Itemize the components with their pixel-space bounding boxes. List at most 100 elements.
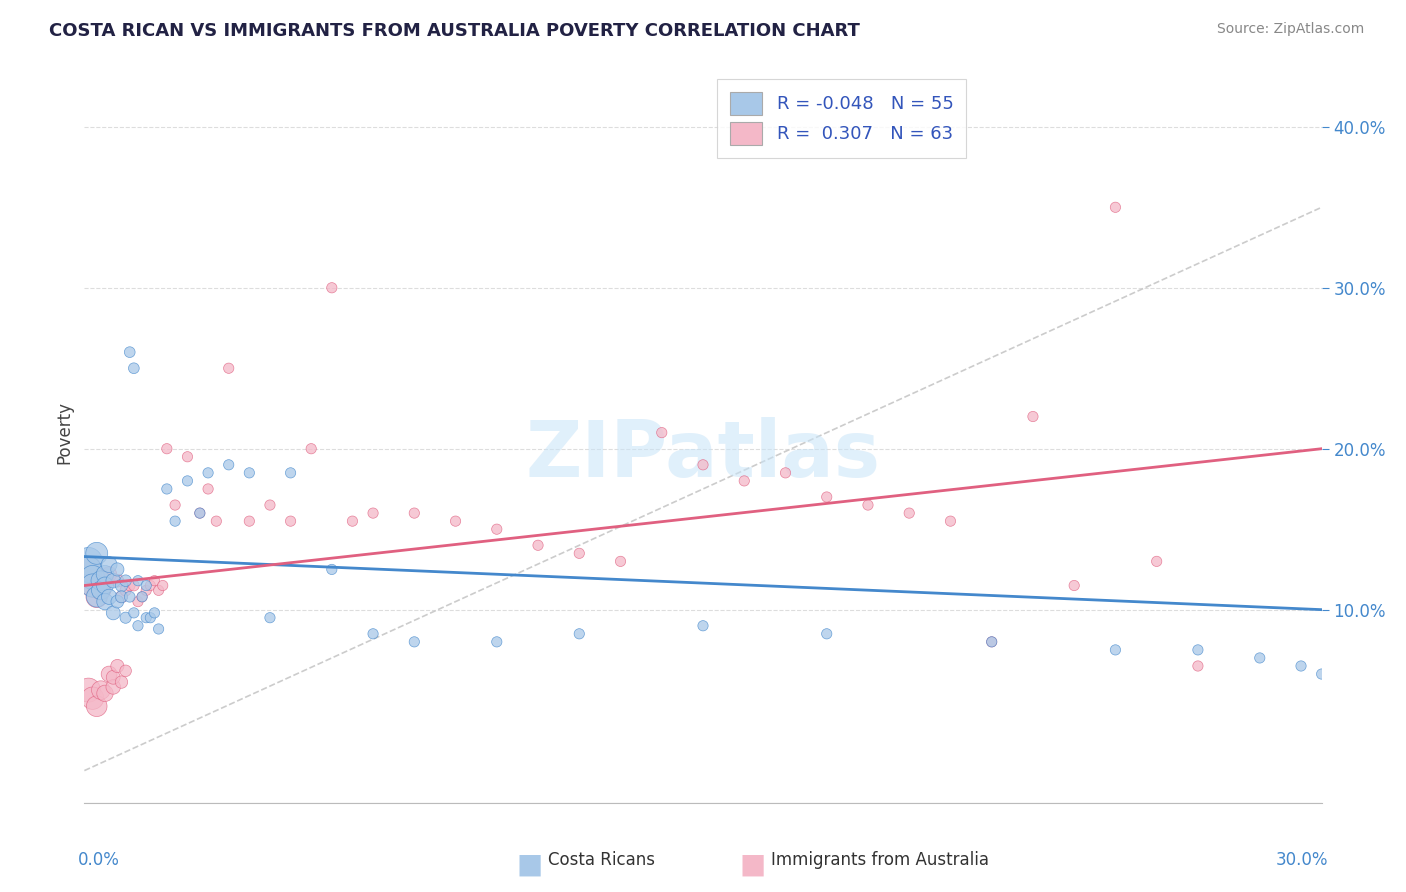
Point	[103, 574, 125, 588]
Point	[94, 686, 117, 700]
Point	[1310, 667, 1333, 681]
Point	[280, 514, 302, 528]
Text: ZIPatlas: ZIPatlas	[526, 417, 880, 493]
Point	[1289, 659, 1312, 673]
Point	[404, 506, 426, 520]
Point	[156, 442, 179, 456]
Point	[238, 514, 260, 528]
Point	[98, 558, 121, 572]
Point	[176, 474, 198, 488]
Point	[114, 610, 136, 624]
Point	[114, 664, 136, 678]
Point	[815, 490, 838, 504]
Point	[98, 590, 121, 604]
Point	[118, 345, 141, 359]
Point	[122, 606, 145, 620]
Point	[77, 562, 100, 576]
Point	[218, 361, 240, 376]
Point	[980, 635, 1002, 649]
Point	[898, 506, 921, 520]
Point	[1104, 643, 1126, 657]
Point	[165, 498, 187, 512]
Point	[114, 583, 136, 598]
Point	[815, 627, 838, 641]
Point	[118, 578, 141, 592]
Point	[77, 562, 100, 576]
Point	[1146, 554, 1168, 568]
Text: Costa Ricans: Costa Ricans	[548, 851, 655, 869]
Point	[1187, 643, 1209, 657]
Point	[82, 570, 104, 584]
Point	[692, 458, 714, 472]
Point	[939, 514, 962, 528]
Point	[165, 514, 187, 528]
Point	[86, 590, 108, 604]
Point	[299, 442, 322, 456]
Point	[148, 583, 170, 598]
Text: ■: ■	[740, 851, 766, 879]
Point	[114, 574, 136, 588]
Point	[980, 635, 1002, 649]
Point	[156, 482, 179, 496]
Point	[103, 606, 125, 620]
Point	[86, 590, 108, 604]
Point	[485, 522, 508, 536]
Point	[86, 699, 108, 714]
Point	[692, 619, 714, 633]
Point	[143, 606, 166, 620]
Text: Immigrants from Australia: Immigrants from Australia	[770, 851, 988, 869]
Point	[238, 466, 260, 480]
Point	[135, 610, 157, 624]
Point	[110, 590, 132, 604]
Point	[86, 546, 108, 560]
Point	[131, 590, 153, 604]
Point	[82, 691, 104, 706]
Y-axis label: Poverty: Poverty	[55, 401, 73, 464]
Point	[139, 610, 162, 624]
Point	[259, 610, 281, 624]
Point	[197, 482, 219, 496]
Text: ■: ■	[516, 851, 543, 879]
Point	[105, 594, 128, 608]
Point	[110, 675, 132, 690]
Point	[127, 619, 149, 633]
Point	[152, 578, 174, 592]
Point	[90, 583, 112, 598]
Text: Source: ZipAtlas.com: Source: ZipAtlas.com	[1216, 22, 1364, 37]
Point	[127, 574, 149, 588]
Point	[94, 594, 117, 608]
Point	[135, 583, 157, 598]
Point	[122, 578, 145, 592]
Point	[568, 627, 591, 641]
Point	[90, 574, 112, 588]
Point	[733, 474, 755, 488]
Legend: R = -0.048   N = 55, R =  0.307   N = 63: R = -0.048 N = 55, R = 0.307 N = 63	[717, 78, 966, 158]
Text: 30.0%: 30.0%	[1275, 851, 1327, 869]
Point	[105, 562, 128, 576]
Point	[94, 567, 117, 582]
Point	[176, 450, 198, 464]
Point	[105, 659, 128, 673]
Point	[775, 466, 797, 480]
Point	[568, 546, 591, 560]
Point	[197, 466, 219, 480]
Point	[1063, 578, 1085, 592]
Point	[651, 425, 673, 440]
Point	[127, 594, 149, 608]
Point	[1249, 651, 1271, 665]
Point	[77, 554, 100, 568]
Point	[94, 578, 117, 592]
Point	[361, 627, 384, 641]
Point	[118, 590, 141, 604]
Point	[609, 554, 631, 568]
Point	[1187, 659, 1209, 673]
Point	[280, 466, 302, 480]
Point	[110, 578, 132, 592]
Point	[77, 683, 100, 698]
Point	[103, 680, 125, 694]
Text: COSTA RICAN VS IMMIGRANTS FROM AUSTRALIA POVERTY CORRELATION CHART: COSTA RICAN VS IMMIGRANTS FROM AUSTRALIA…	[49, 22, 860, 40]
Point	[98, 567, 121, 582]
Point	[148, 622, 170, 636]
Point	[98, 667, 121, 681]
Point	[131, 590, 153, 604]
